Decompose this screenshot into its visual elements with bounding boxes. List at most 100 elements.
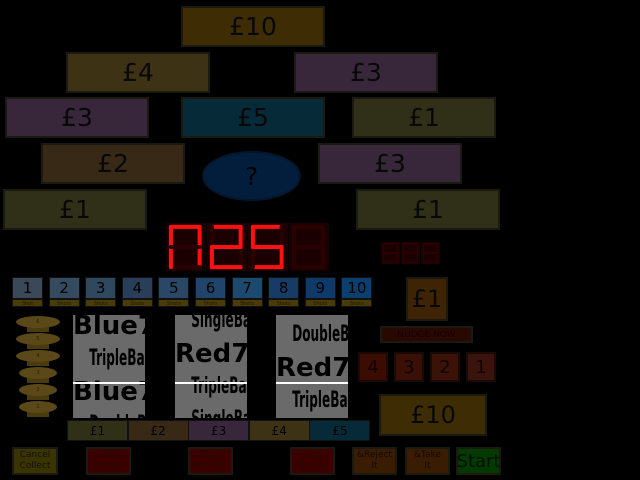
btn-line: Hold [200,450,221,460]
prize-box: £5 [181,97,325,138]
bank-display [381,242,440,264]
take-button[interactable]: &Take It [405,447,450,475]
hold-nudge-button-3[interactable]: Hold Nudge [290,447,335,475]
reel-symbol: Blue7 [73,315,145,341]
reel-symbol: SingleBar(2) [191,315,247,333]
shot-count: 10 [341,277,373,299]
reel-symbol: TripleBar(5) [191,374,247,399]
shot-button[interactable]: 2 Shots [48,277,80,307]
shot-label: Shots [304,299,336,307]
coin: 6 [16,316,60,328]
reel-symbol: TripleBar [292,388,348,413]
coin: 3 [19,367,57,379]
prize-box: £3 [294,52,438,93]
btn-line: &Reject [357,450,392,460]
prize-box: £10 [181,6,325,47]
shot-button[interactable]: 9 Shots [304,277,336,307]
reel-symbol: TripleBar(2) [89,346,145,371]
coin: 4 [16,350,60,362]
prize-box: £1 [352,97,496,138]
coin-base [27,326,49,332]
price-cell: £4 [248,420,310,441]
hold-nudge-button-2[interactable]: Hold Nudge [188,447,233,475]
shot-button[interactable]: 4 Shots [121,277,153,307]
payline [276,382,348,384]
reel-symbol: Red7 [276,353,348,383]
coin-base [27,360,49,366]
shot-label: Shots [268,299,300,307]
shot-button[interactable]: 5 Shots [158,277,190,307]
coin-base [27,394,49,400]
btn-line: Nudge [297,461,328,471]
btn-line: Cancel [19,450,51,460]
coin: 5 [16,333,60,345]
price-cell: £2 [127,420,189,441]
shot-button[interactable]: 1 Shot [12,277,43,307]
reel-symbol: SingleBar [191,406,247,418]
shot-count: 4 [121,277,153,299]
btn-line: Nudge [93,461,124,471]
stake-display: £1 [406,277,448,321]
btn-line: Nudge [195,461,226,471]
shot-count: 2 [48,277,80,299]
shot-count: 3 [85,277,117,299]
reject-button[interactable]: &Reject It [352,447,397,475]
reel-symbol: Red7 [175,339,247,369]
reel: DoubleBar(5) Red7 TripleBar [276,315,348,418]
shot-label: Shot [12,299,43,307]
start-button[interactable]: Start [456,447,501,475]
credit-display [166,223,329,271]
btn-line: &Take [414,450,441,460]
shot-button[interactable]: 8 Shots [268,277,300,307]
mystery-bonus[interactable]: ? [202,151,301,201]
btn-line: Collect [19,461,51,471]
prize-box: £3 [5,97,149,138]
btn-line: It [371,461,378,471]
price-cell: £1 [67,420,128,441]
shot-button[interactable]: 6 Shots [195,277,226,307]
prize-box: £3 [318,143,462,184]
prize-box: £1 [356,189,500,230]
nudge-now-label: NUDGE NOW [380,326,473,343]
nudge-lamp: 3 [394,352,424,382]
nudge-lamp: 2 [430,352,460,382]
shot-button[interactable]: 3 Shots [85,277,117,307]
coin: 1 [19,401,57,413]
shot-label: Shots [85,299,117,307]
btn-line: It [424,461,431,471]
shot-label: Shots [341,299,373,307]
payline [175,382,247,384]
btn-line: Hold [98,450,119,460]
reel-symbol: DoubleBar [89,411,145,418]
shot-count: 5 [158,277,190,299]
shot-count: 1 [12,277,43,299]
shot-label: Shots [195,299,226,307]
reel: SingleBar(2) Red7 TripleBar(5) SingleBar [175,315,247,418]
shot-count: 8 [268,277,300,299]
hold-nudge-button-1[interactable]: Hold Nudge [86,447,131,475]
reel-symbol: DoubleBar(5) [292,322,348,347]
btn-line: Hold [302,450,323,460]
jackpot-display: £10 [379,394,487,436]
payline [73,382,145,384]
shot-button[interactable]: 10 Shots [341,277,373,307]
price-cell: £3 [188,420,250,441]
prize-box: £2 [41,143,185,184]
shot-count: 7 [231,277,263,299]
prize-box: £1 [3,189,147,230]
shot-button[interactable]: 7 Shots [231,277,263,307]
shot-label: Shots [158,299,190,307]
shot-label: Shots [231,299,263,307]
reel: Blue7TripleBar(2)Blue7DoubleBar [73,315,145,418]
coin: 2 [19,384,57,396]
nudge-lamp: 1 [466,352,496,382]
shot-label: Shots [48,299,80,307]
coin-base [27,411,49,417]
cancel-collect-button[interactable]: Cancel Collect [12,447,58,475]
coin-base [27,343,49,349]
price-cell: £5 [309,420,371,441]
shot-count: 6 [195,277,226,299]
shot-count: 9 [304,277,336,299]
nudge-lamp: 4 [358,352,388,382]
shot-label: Shots [121,299,153,307]
